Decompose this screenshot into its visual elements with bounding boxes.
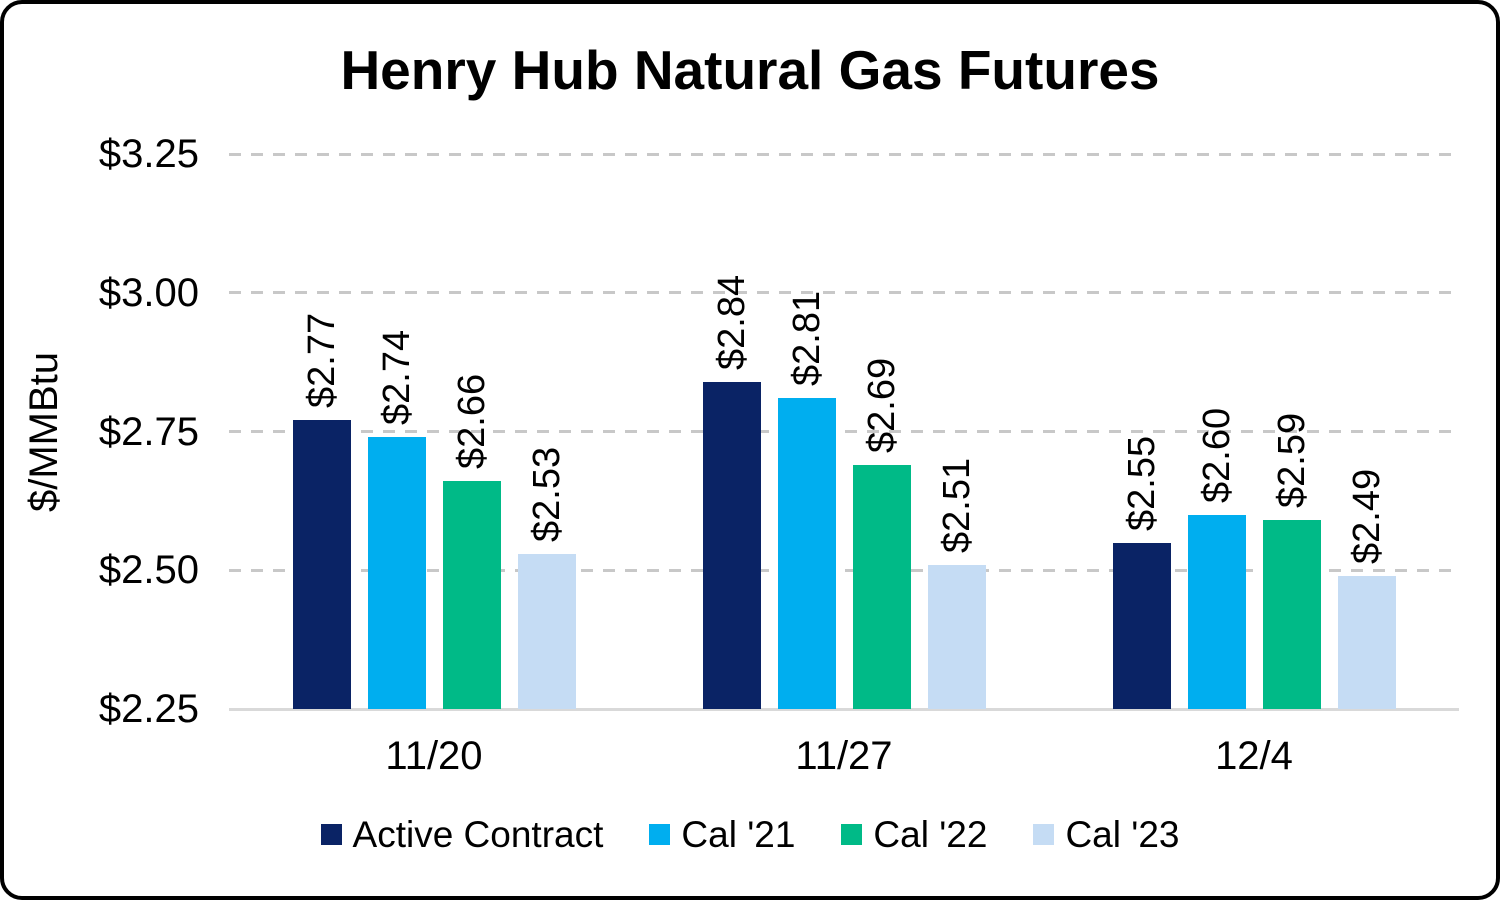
gridline (229, 707, 1459, 711)
bar (517, 553, 576, 709)
gridline (229, 568, 1459, 572)
bar-value-label: $2.49 (1345, 468, 1388, 564)
bar (852, 464, 911, 709)
bar-value-label: $2.55 (1120, 435, 1163, 531)
bar-value-label: $2.69 (860, 357, 903, 453)
gridline (229, 430, 1459, 433)
legend-label: Cal '23 (1065, 814, 1180, 855)
chart-title: Henry Hub Natural Gas Futures (340, 39, 1160, 101)
bar-value-label: $2.53 (525, 446, 568, 542)
bar-value-label: $2.81 (785, 291, 828, 387)
gridline (229, 152, 1459, 156)
bar (1112, 542, 1171, 709)
bar (777, 398, 836, 709)
gridline (229, 291, 1459, 295)
legend-label: Cal '21 (681, 814, 796, 855)
bar (1337, 575, 1396, 709)
bar (442, 481, 501, 709)
x-tick-label: 12/4 (1215, 734, 1293, 778)
legend-swatch (1033, 824, 1055, 845)
legend-swatch (649, 824, 671, 845)
bar-value-label: $2.59 (1270, 413, 1313, 509)
bar-value-label: $2.60 (1195, 407, 1238, 503)
bar (367, 437, 426, 709)
bar-value-label: $2.66 (450, 374, 493, 470)
bar-value-label: $2.84 (710, 274, 753, 370)
legend-item: Cal '21 (649, 816, 795, 853)
legend-label: Cal '22 (873, 814, 988, 855)
bar-value-label: $2.74 (375, 329, 418, 426)
plot-area: $2.77 $2.84 $2.55 $2.74 $2.81 $2.60 $2.66 $2.69… (229, 152, 1459, 711)
bar-value-label: $2.77 (300, 313, 343, 409)
bar (927, 564, 986, 709)
legend-swatch (320, 824, 342, 845)
bar (1187, 514, 1246, 709)
y-tick-label: $2.75 (98, 409, 199, 454)
y-tick-label: $3.00 (98, 270, 199, 315)
x-axis-labels: 11/20 11/27 12/4 (229, 736, 1459, 786)
bar (1262, 520, 1321, 709)
legend-item: Active Contract (320, 814, 604, 855)
y-tick-label: $2.25 (98, 687, 199, 731)
bar (702, 381, 761, 709)
bar (292, 420, 351, 709)
legend-swatch (841, 824, 863, 845)
x-tick-label: 11/27 (795, 734, 893, 778)
legend: Active Contract Cal '21 Cal '22 Cal '23 (4, 816, 1496, 853)
legend-item: Cal '22 (841, 816, 987, 853)
y-axis-labels: $3.25 $3.00 $2.75 $2.50 $2.25 (44, 134, 199, 729)
legend-item: Cal '23 (1033, 816, 1179, 853)
y-tick-label: $3.25 (98, 132, 199, 176)
x-tick-label: 11/20 (385, 734, 483, 778)
legend-label: Active Contract (352, 814, 604, 855)
bar-value-label: $2.51 (935, 457, 978, 553)
y-tick-label: $2.50 (98, 548, 199, 593)
